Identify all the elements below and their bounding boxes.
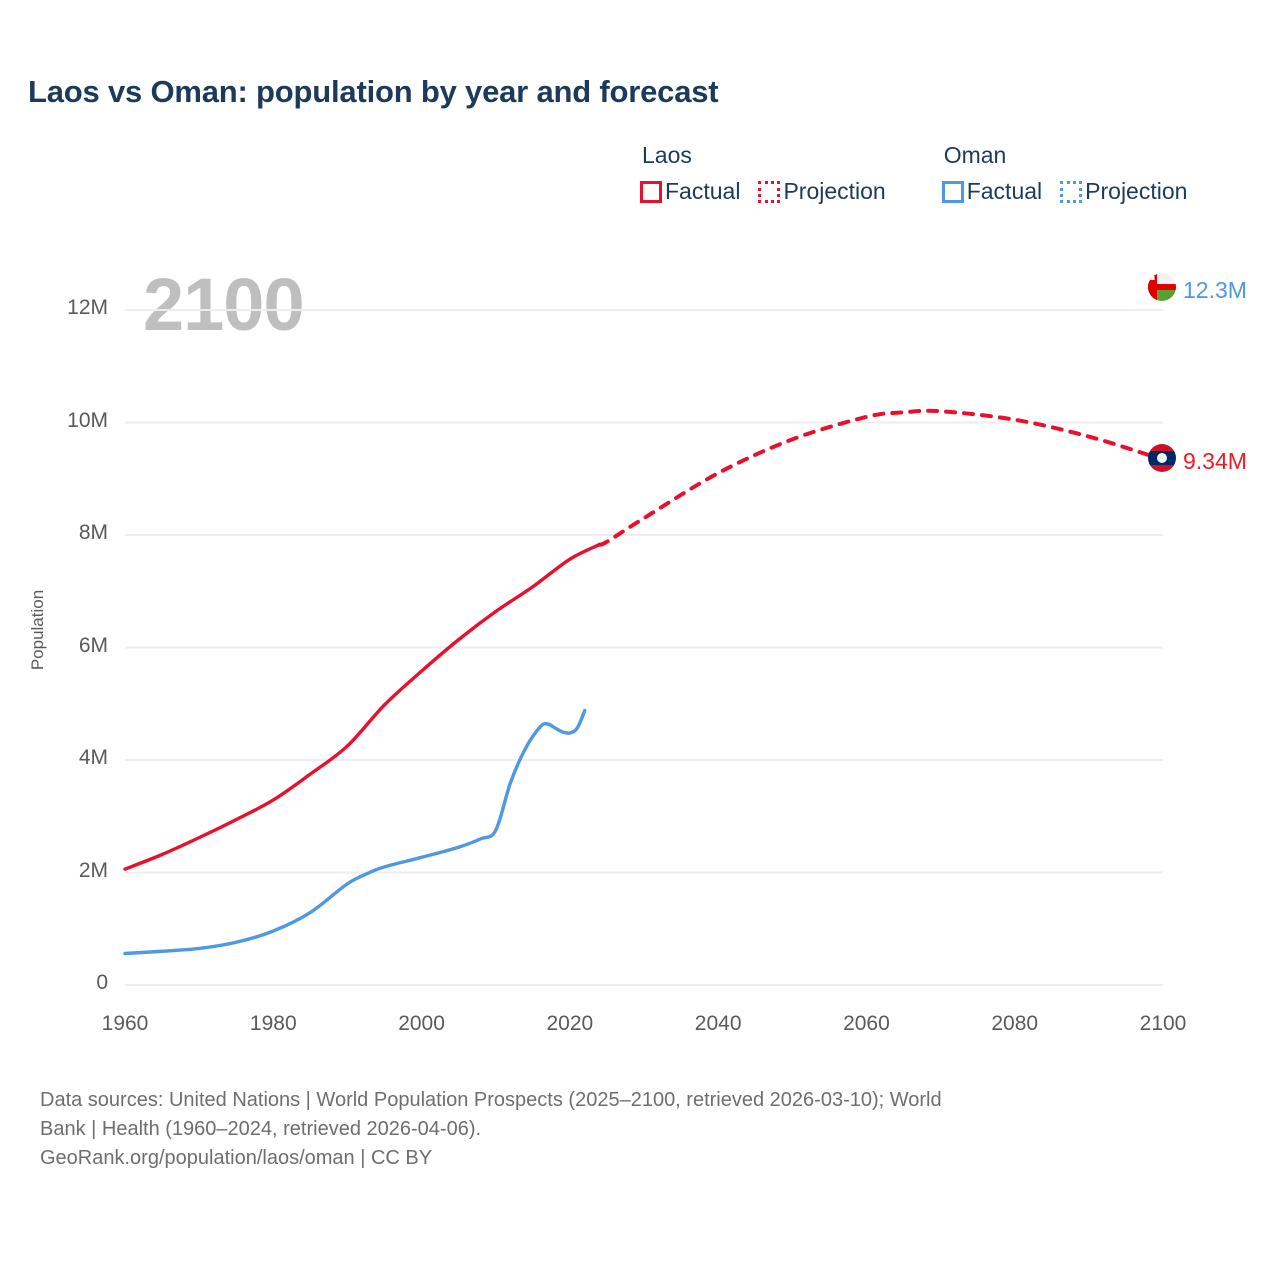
year-watermark: 2100	[143, 263, 305, 346]
legend-item-oman-factual[interactable]: Factual	[941, 178, 1043, 205]
chart-legend: Laos Factual Projection Oman Factual	[640, 142, 1205, 205]
x-tick-label: 2080	[991, 1012, 1039, 1035]
legend-label-oman-factual: Factual	[966, 178, 1043, 204]
legend-swatch-laos-factual	[640, 180, 662, 203]
x-tick-label: 2020	[546, 1012, 594, 1035]
y-axis-title: Population	[28, 589, 47, 671]
line-oman-factual	[123, 708, 587, 956]
legend-group-oman: Oman Factual Projection	[941, 142, 1206, 205]
laos-flag-icon	[1148, 444, 1176, 472]
series-lines	[123, 408, 1165, 956]
y-tick-label: 12M	[67, 296, 108, 319]
y-tick-label: 6M	[78, 633, 108, 657]
page-title: Laos vs Oman: population by year and for…	[28, 74, 719, 109]
y-tick-label: 8M	[78, 521, 108, 544]
laos-endpoint-label: 9.34M	[1183, 448, 1247, 474]
legend-item-laos-projection[interactable]: Projection	[758, 178, 886, 205]
legend-swatch-oman-factual	[941, 180, 964, 203]
y-tick-label: 10M	[67, 408, 108, 432]
legend-group-laos: Laos Factual Projection	[640, 142, 904, 205]
x-tick-label: 2000	[398, 1012, 445, 1035]
legend-label-laos-factual: Factual	[665, 178, 741, 204]
footer-line-3: GeoRank.org/population/laos/oman | CC BY	[40, 1147, 433, 1169]
legend-country-oman: Oman	[943, 142, 1007, 168]
legend-label-oman-projection: Projection	[1085, 178, 1188, 204]
oman-endpoint-label: 12.3M	[1183, 277, 1247, 303]
y-tick-label: 4M	[78, 746, 108, 769]
y-tick-label: 0	[96, 971, 108, 994]
legend-label-laos-projection: Projection	[783, 178, 886, 204]
legend-item-oman-projection[interactable]: Projection	[1060, 178, 1187, 205]
x-tick-label: 1980	[249, 1012, 297, 1035]
x-tick-label: 2100	[1139, 1012, 1187, 1035]
x-tick-label: 1960	[101, 1012, 149, 1035]
line-laos-projection	[597, 408, 1165, 547]
legend-swatch-oman-projection	[1060, 180, 1083, 203]
x-tick-label: 2040	[694, 1012, 742, 1035]
legend-item-laos-factual[interactable]: Factual	[640, 178, 740, 205]
footer-sources: Data sources: United Nations | World Pop…	[40, 1086, 1230, 1173]
y-tick-label: 2M	[78, 858, 108, 882]
legend-swatch-laos-projection	[758, 180, 781, 203]
legend-country-laos: Laos	[642, 142, 692, 168]
footer-line-2: Bank | Health (1960–2024, retrieved 2026…	[40, 1118, 482, 1140]
x-tick-label: 2060	[843, 1012, 890, 1035]
oman-flag-icon	[1148, 273, 1176, 301]
footer-line-1: Data sources: United Nations | World Pop…	[40, 1089, 942, 1111]
line-laos-factual	[123, 542, 602, 871]
gridlines	[125, 309, 1163, 986]
